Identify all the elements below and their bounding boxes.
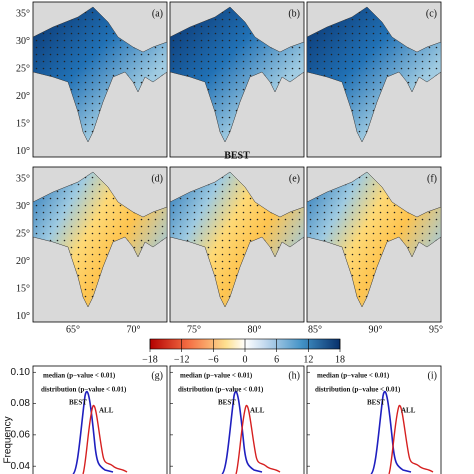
colorbar-tick-label: −12 [174, 354, 190, 365]
lat-tick-label: 35° [16, 173, 30, 184]
lon-tick-label: 80° [248, 324, 262, 335]
lat-tick-label: 10° [16, 311, 30, 322]
row-title: BEST [224, 150, 250, 161]
lat-tick-label: 35° [16, 8, 30, 19]
stat-text: median (p−value < 0.01) [180, 372, 253, 380]
lat-tick-label: 15° [16, 118, 30, 129]
lat-tick-label: 10° [16, 146, 30, 157]
lat-tick-label: 30° [16, 201, 30, 212]
stat-text: distribution (p−value < 0.01) [178, 386, 264, 394]
panel-label: (f) [427, 173, 437, 184]
y-tick-label: 0.04 [11, 461, 31, 472]
map-panel: (a) [32, 1, 168, 158]
lon-tick-label: 95° [429, 324, 443, 335]
colorbar-tick-label: 12 [303, 354, 313, 365]
lat-tick-label: 20° [16, 256, 30, 267]
map-panel: (e) [169, 166, 305, 323]
frequency-panel: (g) median (p−value < 0.01) distribution (… [32, 365, 168, 474]
best-label: BEST [69, 399, 87, 407]
stat-text: distribution (p−value < 0.01) [41, 386, 127, 394]
y-tick-label: 0.06 [11, 430, 31, 441]
frame [32, 365, 168, 474]
panel-label: (b) [288, 8, 300, 19]
stat-text: median (p−value < 0.01) [317, 372, 390, 380]
frequency-panel: (i) median (p−value < 0.01) distribution (… [306, 365, 442, 474]
all-curve [235, 405, 281, 474]
all-label: ALL [401, 407, 416, 415]
panel-label: (e) [289, 173, 300, 184]
lat-tick-label: 15° [16, 283, 30, 294]
colorbar-tick-label: −18 [142, 354, 158, 365]
map-panel: (d) [32, 166, 168, 323]
all-label: ALL [250, 407, 265, 415]
colorbar-tick-label: 6 [274, 354, 279, 365]
lon-tick-label: 85° [308, 324, 322, 335]
all-label: ALL [99, 407, 114, 415]
best-curve [72, 390, 114, 474]
best-label: BEST [218, 399, 236, 407]
map-panel: (f) [306, 166, 442, 323]
y-axis-label: Frequency [3, 416, 14, 463]
best-curve [370, 390, 412, 474]
frequency-panel: (h) median (p−value < 0.01) distribution (… [169, 365, 305, 474]
lon-tick-label: 65° [66, 324, 80, 335]
stat-text: median (p−value < 0.01) [43, 372, 116, 380]
lon-tick-label: 70° [127, 324, 141, 335]
best-curve [221, 390, 263, 474]
panel-label: (i) [428, 370, 437, 381]
frame [306, 365, 442, 474]
panel-label: (a) [152, 8, 163, 19]
all-curve [82, 405, 128, 474]
panel-label: (g) [151, 370, 163, 381]
lon-tick-label: 90° [369, 324, 383, 335]
best-label: BEST [367, 399, 385, 407]
stat-text: distribution (p−value < 0.01) [315, 386, 401, 394]
all-curve [388, 405, 434, 474]
map-panel: (b) [169, 1, 305, 158]
colorbar-tick-label: −6 [208, 354, 219, 365]
y-tick-label: 0.10 [11, 367, 31, 378]
panel-label: (d) [151, 173, 163, 184]
panel-label: (c) [426, 8, 437, 19]
lat-tick-label: 25° [16, 63, 30, 74]
colorbar-tick-label: 18 [335, 354, 345, 365]
colorbar-tick-label: 0 [243, 354, 248, 365]
map-panel: (c) [306, 1, 442, 158]
lon-tick-label: 75° [187, 324, 201, 335]
panel-label: (h) [288, 370, 300, 381]
lat-tick-label: 25° [16, 228, 30, 239]
lat-tick-label: 20° [16, 91, 30, 102]
lat-tick-label: 30° [16, 36, 30, 47]
frame [169, 365, 305, 474]
y-tick-label: 0.08 [11, 398, 31, 409]
